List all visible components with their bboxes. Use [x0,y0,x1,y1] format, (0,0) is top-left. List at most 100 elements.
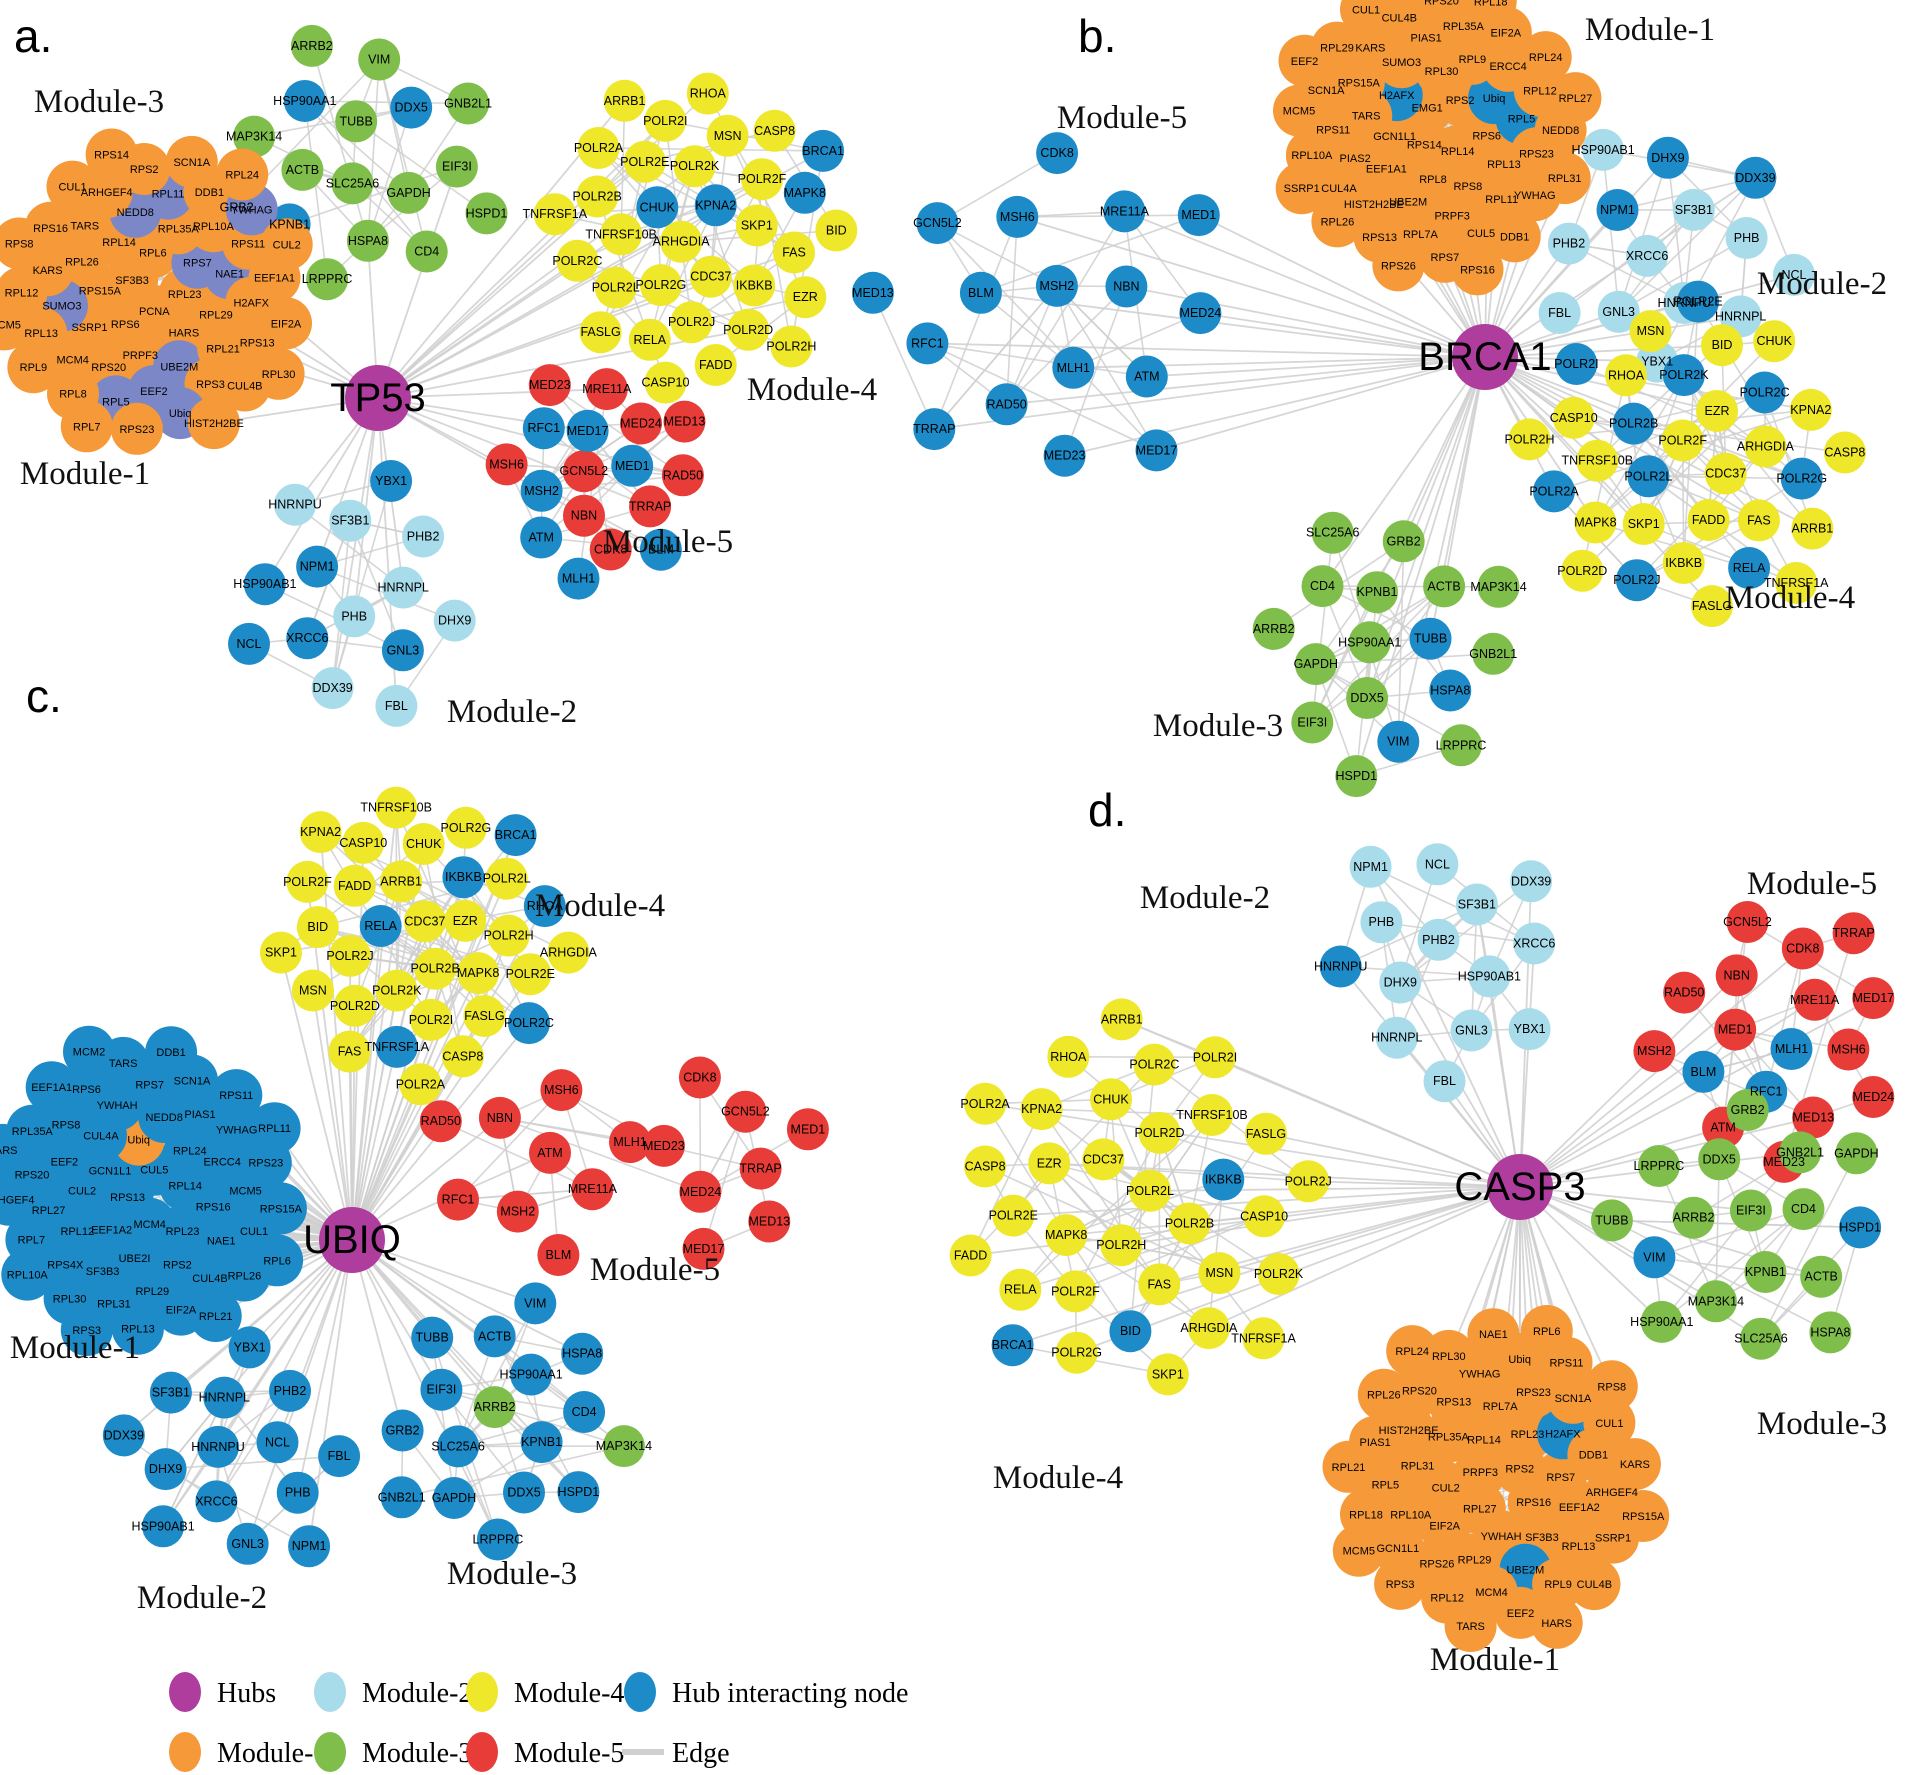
node-IKBKB[interactable] [442,856,485,899]
node-POLR2K[interactable] [673,145,716,188]
node-DDX39[interactable] [102,1414,145,1457]
node-RPS15A[interactable] [1617,1490,1670,1542]
node-CDK8[interactable] [1036,132,1079,175]
node-GNL3[interactable] [1597,290,1640,333]
node-RPL21[interactable] [189,1290,242,1342]
node-FBL[interactable] [375,684,418,727]
node-BLM[interactable] [537,1234,580,1276]
node-CASP10[interactable] [342,821,385,864]
node-MED1[interactable] [1714,1008,1757,1051]
node-CD4[interactable] [1782,1188,1825,1231]
node-HSP90AB1[interactable] [1468,955,1511,998]
node-RPS8[interactable] [0,217,46,270]
hub-CASP3[interactable] [1487,1154,1553,1220]
node-MAPK8[interactable] [457,952,500,995]
node-SCN1A[interactable] [165,135,218,188]
node-HNRNPL[interactable] [203,1376,246,1419]
node-FADD[interactable] [1687,499,1730,541]
node-DDX39[interactable] [1510,860,1553,903]
node-ARRB1[interactable] [603,79,646,122]
node-HSPD1[interactable] [465,192,508,235]
node-FASLG[interactable] [579,311,622,354]
node-MSH2[interactable] [1035,264,1078,307]
node-CHUK[interactable] [402,823,445,865]
node-RPL24[interactable] [216,148,269,201]
node-POLR2F[interactable] [1054,1270,1097,1313]
node-RPS3[interactable] [60,1304,113,1356]
node-BID[interactable] [1109,1310,1152,1353]
node-CUL4B[interactable] [1568,1558,1621,1611]
node-HNRNPL[interactable] [1375,1016,1418,1059]
node-RFC1[interactable] [522,407,565,450]
node-CASP8[interactable] [441,1035,484,1078]
node-MED24[interactable] [679,1170,722,1213]
node-RPS15A[interactable] [254,1182,307,1235]
node-MED24[interactable] [620,402,662,445]
node-LRPPRC[interactable] [1637,1145,1680,1187]
node-BID[interactable] [1701,324,1743,367]
node-CDK8[interactable] [589,528,632,571]
node-HSPA8[interactable] [561,1332,604,1375]
node-RHOA[interactable] [523,885,566,928]
hub-BRCA1[interactable] [1452,324,1518,390]
node-GNL3[interactable] [226,1522,269,1565]
node-POLR2E[interactable] [509,953,552,996]
node-HSP90AB1[interactable] [243,563,286,606]
node-MSH6[interactable] [540,1069,583,1112]
node-POLR2C[interactable] [556,239,599,282]
node-RPS23[interactable] [110,402,163,455]
node-RAD50[interactable] [985,383,1028,426]
node-HSPD1[interactable] [557,1471,600,1514]
node-RPS16[interactable] [1451,243,1504,296]
node-POLR2C[interactable] [1743,371,1786,414]
node-BLM[interactable] [639,528,682,571]
node-NPM1[interactable] [296,545,339,588]
node-SLC25A6[interactable] [331,162,374,205]
node-GNL3[interactable] [1450,1009,1493,1052]
node-PHB[interactable] [1360,901,1403,944]
node-MED13[interactable] [748,1200,791,1243]
node-NBN[interactable] [563,494,605,537]
node-POLR2K[interactable] [1257,1253,1300,1295]
node-POLR2L[interactable] [1627,455,1670,498]
node-XRCC6[interactable] [286,617,329,660]
node-CDC37[interactable] [1082,1138,1125,1181]
node-POLR2L[interactable] [485,857,528,900]
node-EZR[interactable] [444,899,487,942]
node-GNB2L1[interactable] [380,1476,423,1519]
node-VIM[interactable] [514,1282,557,1325]
node-CHUK[interactable] [1753,320,1796,363]
node-POLR2A[interactable] [399,1063,442,1106]
node-BRCA1[interactable] [494,814,537,857]
node-MED17[interactable] [1852,977,1895,1020]
node-MAP3K14[interactable] [602,1425,645,1468]
node-FADD[interactable] [694,344,737,386]
node-CUL1[interactable] [46,160,99,213]
node-TARS[interactable] [1444,1600,1497,1652]
node-POLR2F[interactable] [1661,419,1704,462]
node-DHX9[interactable] [144,1448,187,1491]
node-NPM1[interactable] [288,1525,331,1568]
node-GCN5L2[interactable] [562,450,605,493]
node-GAPDH[interactable] [387,171,430,214]
node-TNFRSF1A[interactable] [1242,1317,1285,1360]
node-MED24[interactable] [1852,1076,1895,1118]
node-CDK8[interactable] [678,1056,721,1099]
node-GCN5L2[interactable] [724,1090,767,1133]
node-HSP90AB1[interactable] [142,1505,185,1548]
node-RAD50[interactable] [1663,971,1706,1014]
node-MAPK8[interactable] [1045,1214,1088,1257]
node-FBL[interactable] [1423,1060,1466,1103]
node-NCL[interactable] [256,1421,299,1464]
node-EIF2A[interactable] [260,297,312,350]
node-MED1[interactable] [786,1108,829,1151]
node-RPL7[interactable] [60,400,113,453]
node-CASP10[interactable] [1552,396,1595,439]
node-EEF1A1[interactable] [25,1061,78,1114]
node-SF3B1[interactable] [1455,883,1498,926]
node-NPM1[interactable] [1349,845,1392,888]
node-KPNA2[interactable] [694,184,737,227]
node-CDK8[interactable] [1781,927,1824,970]
node-HNRNPU[interactable] [1319,945,1362,988]
node-FAS[interactable] [1138,1263,1181,1306]
